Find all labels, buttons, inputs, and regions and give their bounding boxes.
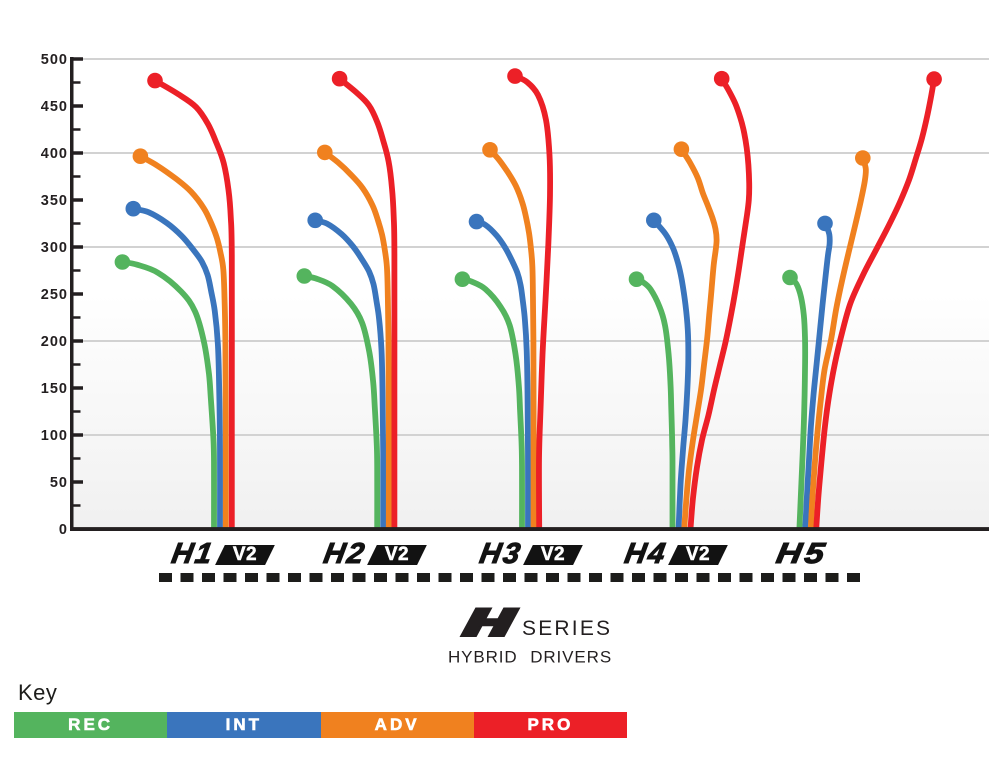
svg-text:450: 450 <box>41 99 68 115</box>
svg-text:400: 400 <box>41 146 68 162</box>
svg-text:SERIES: SERIES <box>522 617 612 640</box>
svg-text:350: 350 <box>41 193 68 209</box>
svg-text:HYBRID DRIVERS: HYBRID DRIVERS <box>448 648 612 667</box>
svg-text:300: 300 <box>41 240 68 256</box>
svg-text:200: 200 <box>41 334 68 350</box>
svg-text:0: 0 <box>59 522 68 538</box>
svg-text:100: 100 <box>41 428 68 444</box>
svg-text:150: 150 <box>41 381 68 397</box>
svg-text:500: 500 <box>41 52 68 68</box>
svg-text:50: 50 <box>50 475 68 491</box>
svg-text:250: 250 <box>41 287 68 303</box>
